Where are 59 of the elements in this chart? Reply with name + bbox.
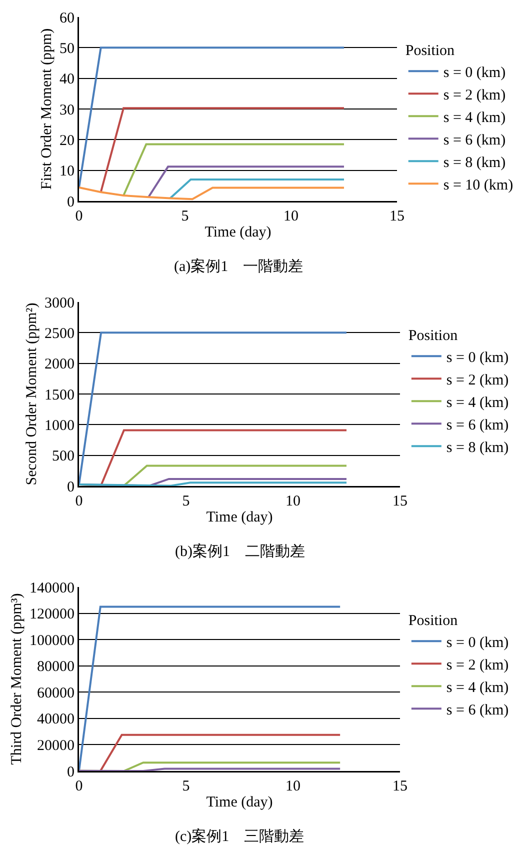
legend-label: s = 6 (km) xyxy=(443,132,506,148)
y-tick-label: 0 xyxy=(67,479,74,496)
y-tick-label: 3000 xyxy=(44,295,74,312)
x-tick-label: 5 xyxy=(181,208,189,224)
legend-label: s = 2 (km) xyxy=(446,372,509,388)
x-axis-title: Time (day) xyxy=(204,224,272,240)
legend-label: s = 0 (km) xyxy=(446,350,509,366)
line-series xyxy=(79,186,345,200)
y-tick-label: 2000 xyxy=(44,356,74,373)
legend-label: s = 4 (km) xyxy=(443,110,506,126)
x-tick-label: 10 xyxy=(286,778,300,794)
legend-title: Position xyxy=(405,42,456,59)
y-tick-label: 500 xyxy=(52,448,74,465)
legend-label: s = 4 (km) xyxy=(446,680,509,696)
y-tick-label: 30 xyxy=(60,102,74,118)
legend-label: s = 0 (km) xyxy=(446,635,509,651)
y-tick-label: 60 xyxy=(60,10,74,26)
y-tick-label: 20 xyxy=(60,132,74,149)
y-axis-title: Third Order Moment (ppm³) xyxy=(9,593,25,765)
x-axis-title: Time (day) xyxy=(206,509,273,526)
y-axis-title: Second Order Moment (ppm²) xyxy=(24,302,40,486)
legend-label: s = 6 (km) xyxy=(446,702,509,718)
y-tick-label: 120000 xyxy=(30,606,74,623)
y-tick-label: 40 xyxy=(60,72,74,88)
legend-label: s = 10 (km) xyxy=(443,178,514,194)
y-tick-label: 1000 xyxy=(44,418,74,434)
legend-label: s = 6 (km) xyxy=(446,418,509,434)
legend-label: s = 0 (km) xyxy=(443,65,506,81)
y-tick-label: 60000 xyxy=(37,685,74,702)
x-tick-label: 15 xyxy=(390,208,404,224)
legend-title: Position xyxy=(408,612,458,629)
y-tick-label: 20000 xyxy=(37,738,74,754)
legend-label: s = 2 (km) xyxy=(446,658,509,674)
legend-label: s = 8 (km) xyxy=(443,155,506,171)
x-axis-title: Time (day) xyxy=(206,794,273,810)
x-tick-label: 5 xyxy=(182,778,190,794)
legend-label: s = 2 (km) xyxy=(443,88,506,104)
x-tick-label: 10 xyxy=(284,208,298,224)
y-tick-label: 10 xyxy=(60,164,74,180)
text: (b)案例1 二階動差 xyxy=(175,543,305,560)
x-tick-label: 10 xyxy=(286,494,300,510)
y-tick-label: 80000 xyxy=(37,659,74,676)
x-tick-label: 15 xyxy=(392,494,408,510)
legend-label: s = 4 (km) xyxy=(446,395,509,411)
text: (c)案例1 三階動差 xyxy=(175,828,304,845)
x-tick-label: 5 xyxy=(182,494,190,510)
y-tick-label: 100000 xyxy=(30,632,74,649)
legend-label: s = 8 (km) xyxy=(446,440,509,456)
x-tick-label: 15 xyxy=(392,778,408,794)
text: (a)案例1 一階動差 xyxy=(174,258,304,275)
legend-title: Position xyxy=(408,328,458,344)
y-tick-label: 1500 xyxy=(44,387,74,404)
y-axis-title: First Order Moment (ppm) xyxy=(39,28,55,190)
y-tick-label: 140000 xyxy=(30,580,74,596)
y-tick-label: 0 xyxy=(67,194,74,210)
y-tick-label: 2500 xyxy=(44,326,74,342)
y-tick-label: 50 xyxy=(60,40,74,57)
y-tick-label: 40000 xyxy=(37,712,74,728)
y-tick-label: 0 xyxy=(67,764,74,780)
